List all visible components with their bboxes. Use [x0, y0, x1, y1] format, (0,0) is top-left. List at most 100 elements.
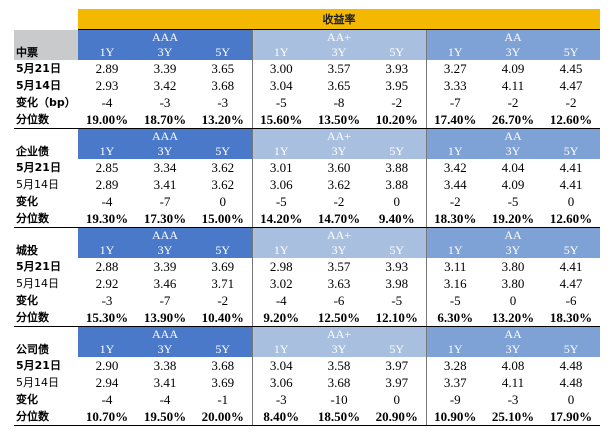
tenor-label: 5Y: [194, 143, 252, 159]
value-cell: 3.38: [153, 358, 177, 373]
rating-group-cell: [368, 227, 426, 242]
rating-group-cell: [78, 29, 136, 44]
value-cell: 3.37: [425, 374, 484, 391]
tenor-label: 1Y: [251, 143, 310, 159]
value-cell: -5: [425, 292, 484, 309]
value-cell: 3.62: [327, 177, 351, 192]
yield-table-container: 收益率 中票 AAA AA+ AA 1Y 3Y 5Y 1Y 3Y 5Y 1Y 3Y 5Y 5月21日 2.8…: [14, 9, 601, 426]
rating-group-label: AA+: [310, 29, 368, 44]
row-label: 5月21日: [16, 62, 61, 75]
row-label: 分位数: [14, 210, 78, 228]
row-label: 变化: [16, 294, 38, 307]
tenor-label: 3Y: [136, 143, 194, 159]
value-cell: 3.02: [251, 275, 310, 292]
value-cell: 2.89: [95, 177, 119, 192]
table-row: 变化（bp） -4 -3 -3 -5 -8 -2 -7 -2 -2: [14, 94, 600, 111]
row-label: 分位数: [14, 111, 78, 129]
value-cell: 3.62: [211, 160, 235, 175]
value-cell: 20.00%: [194, 408, 252, 426]
tenor-label: 1Y: [251, 242, 310, 258]
value-cell: -5: [391, 293, 403, 308]
value-cell: 3.68: [211, 358, 235, 373]
value-cell: 4.45: [559, 61, 583, 76]
value-cell: -3: [217, 95, 229, 110]
tenor-label: 5Y: [368, 341, 426, 357]
value-cell: 10.70%: [78, 408, 136, 426]
tenor-label: 5Y: [194, 44, 252, 60]
value-cell: 3.69: [211, 375, 235, 390]
value-cell: -5: [507, 194, 519, 209]
value-cell: 3.63: [327, 276, 351, 291]
tenor-header-row: 1Y 3Y 5Y 1Y 3Y 5Y 1Y 3Y 5Y: [14, 44, 601, 60]
section-header-row: 企业债 AAA AA+ AA: [14, 128, 601, 159]
tenor-label: 3Y: [484, 44, 542, 60]
value-cell: -6: [565, 293, 577, 308]
section-name: 公司债: [14, 326, 78, 357]
value-cell: -2: [391, 95, 403, 110]
value-cell: -7: [425, 94, 484, 111]
rating-group-cell: [78, 227, 136, 242]
value-cell: 3.65: [327, 78, 351, 93]
value-cell: 3.93: [385, 61, 409, 76]
value-cell: -4: [101, 392, 113, 407]
tenor-label: 3Y: [484, 143, 542, 159]
row-label: 变化（bp）: [16, 96, 76, 109]
rating-group-cell: [542, 29, 601, 44]
value-cell: 8.40%: [251, 408, 310, 426]
value-cell: 15.00%: [194, 210, 252, 228]
value-cell: 3.01: [251, 159, 310, 176]
value-cell: 10.20%: [368, 111, 426, 129]
row-label: 5月14日: [16, 277, 59, 290]
value-cell: 18.70%: [136, 111, 194, 129]
rating-group-cell: [425, 29, 484, 44]
rating-group-label: AA+: [310, 326, 368, 341]
rating-group-cell: [368, 326, 426, 341]
tenor-label: 3Y: [136, 44, 194, 60]
value-cell: 3.34: [153, 160, 177, 175]
value-cell: 4.41: [559, 160, 583, 175]
value-cell: 3.97: [385, 358, 409, 373]
value-cell: -2: [565, 95, 577, 110]
value-cell: 6.30%: [425, 309, 484, 327]
tenor-label: 1Y: [251, 341, 310, 357]
tenor-label: 1Y: [251, 44, 310, 60]
value-cell: 3.39: [153, 259, 177, 274]
value-cell: 3.27: [425, 60, 484, 77]
row-label: 分位数: [14, 309, 78, 327]
value-cell: 4.47: [559, 78, 583, 93]
row-label: 5月21日: [16, 161, 61, 174]
tenor-label: 3Y: [310, 242, 368, 258]
table-row: 5月14日 2.89 3.41 3.62 3.06 3.62 3.88 3.44 4.09 4.4…: [14, 176, 600, 193]
value-cell: 19.20%: [484, 210, 542, 228]
tenor-label: 1Y: [78, 242, 136, 258]
row-label: 分位数: [14, 408, 78, 426]
tenor-label: 1Y: [78, 143, 136, 159]
value-cell: 3.04: [251, 357, 310, 374]
value-cell: 19.30%: [78, 210, 136, 228]
tenor-label: 5Y: [368, 143, 426, 159]
value-cell: 4.04: [501, 160, 525, 175]
value-cell: 17.90%: [542, 408, 601, 426]
value-cell: 3.88: [385, 177, 409, 192]
value-cell: 4.48: [559, 358, 583, 373]
rating-group-cell: [251, 227, 310, 242]
rating-group-cell: [542, 326, 601, 341]
value-cell: -2: [333, 194, 345, 209]
tenor-label: 5Y: [368, 242, 426, 258]
title-row: 收益率: [14, 9, 601, 30]
rating-group-label: AAA: [136, 29, 194, 44]
value-cell: 4.48: [559, 375, 583, 390]
section-name: 企业债: [14, 128, 78, 159]
value-cell: 9.40%: [368, 210, 426, 228]
row-label: 5月21日: [16, 359, 61, 372]
tenor-label: 5Y: [542, 242, 601, 258]
rating-group-cell: [368, 128, 426, 143]
table-row: 分位数 15.30% 13.90% 10.40% 9.20% 12.50% 12.10% 6.…: [14, 309, 601, 327]
value-cell: 0: [219, 194, 227, 209]
value-cell: 3.68: [327, 375, 351, 390]
rating-group-label: AA: [484, 29, 542, 44]
value-cell: 26.70%: [484, 111, 542, 129]
table-row: 5月14日 2.92 3.46 3.71 3.02 3.63 3.98 3.16 3.80 4.4…: [14, 275, 600, 292]
tenor-label: 1Y: [425, 44, 484, 60]
rating-group-label: AAA: [136, 227, 194, 242]
